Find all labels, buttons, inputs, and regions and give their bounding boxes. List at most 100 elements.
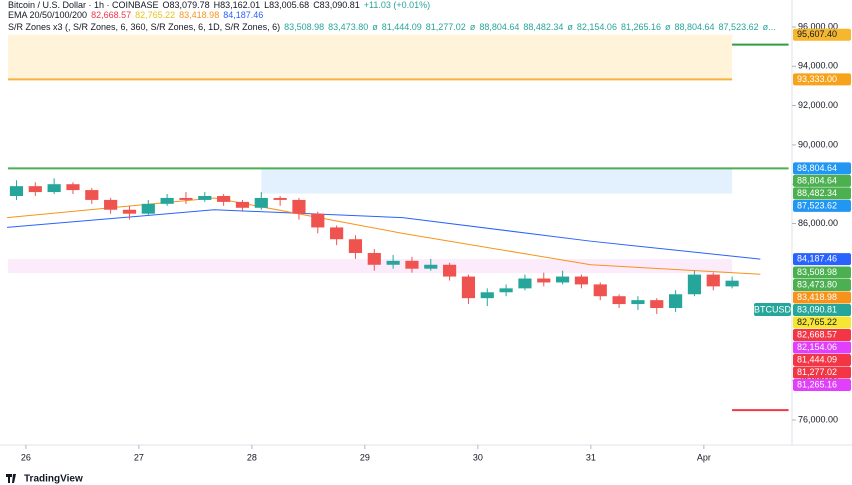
candle-body (217, 195, 231, 202)
price-tag (793, 253, 851, 266)
price-tag-label: 93,333.00 (797, 74, 837, 84)
candle-body (292, 199, 306, 214)
symbol: Bitcoin / U.S. Dollar · 1h · COINBASE (8, 0, 159, 10)
price-tag-label: 81,444.09 (797, 354, 837, 364)
price-tag (793, 366, 851, 379)
x-tick-label: Apr (697, 452, 711, 462)
candle-body (443, 264, 457, 277)
sr-value: 87,523.62 (718, 22, 759, 32)
y-tick-label: 76,000.00 (798, 414, 838, 424)
ema-value: 82,765.22 (135, 10, 176, 20)
candle-body (593, 284, 607, 297)
candle-body (405, 260, 419, 269)
candle-body (141, 203, 155, 214)
sr-value: 81,265.16 (620, 22, 661, 32)
candle-body (85, 190, 99, 200)
price-tag-label: 83,508.98 (797, 267, 837, 277)
price-tag (793, 316, 851, 329)
candle-body (556, 276, 570, 283)
candle-body (367, 252, 381, 265)
price-tag (793, 266, 851, 279)
x-tick-label: 27 (134, 452, 144, 462)
candle-body (66, 184, 80, 191)
candle-body (631, 300, 645, 305)
price-tag-label: 87,523.62 (797, 200, 837, 210)
sr-value: ø... (762, 22, 776, 32)
sr-value: 83,473.80 (328, 22, 369, 32)
ema-line (7, 209, 761, 260)
price-tag-label: 88,804.64 (797, 175, 837, 185)
indicator-label: S/R Zones x3 (, S/R Zones, 6, 360, S/R Z… (8, 22, 281, 32)
price-tag-label: 82,765.22 (797, 317, 837, 327)
y-tick-label: 86,000.00 (798, 218, 838, 228)
candle-body (725, 280, 739, 287)
x-tick-label: 31 (586, 452, 596, 462)
price-tag (793, 73, 851, 86)
ema-value: 83,418.98 (179, 10, 220, 20)
candle-body (499, 288, 513, 293)
candle-body (160, 197, 174, 204)
sr-value: ø (665, 22, 671, 32)
sr-value: ø (469, 22, 476, 32)
price-tag (793, 328, 851, 341)
price-tag (793, 199, 851, 212)
candle-body (311, 213, 325, 228)
y-tick-label: 90,000.00 (798, 139, 838, 149)
candle-body (122, 209, 137, 214)
sr-value: 88,482.34 (523, 22, 564, 32)
candle-body (424, 264, 438, 269)
candle-body (706, 274, 720, 287)
candle-body (235, 201, 250, 208)
sr-zone (8, 34, 733, 80)
price-tag-label: 84,187.46 (797, 253, 837, 263)
candle-body (254, 197, 268, 208)
y-tick-label: 96,000.00 (798, 21, 838, 31)
ohlc: O83,079.78 (162, 0, 210, 10)
ohlc: H83,162.01 (213, 0, 261, 10)
ema-value: 82,668.57 (91, 10, 132, 20)
candle-body (330, 227, 344, 240)
price-tag (793, 278, 851, 291)
price-tag-label: 82,154.06 (797, 342, 837, 352)
price-tag-label: 81,265.16 (797, 379, 837, 389)
candle-body (198, 195, 212, 200)
candle-body (273, 197, 287, 200)
sr-value: 81,444.09 (381, 22, 422, 32)
price-tag (793, 303, 851, 316)
ohlc: C83,090.81 (313, 0, 360, 10)
sr-zone (8, 259, 733, 274)
ema-value: 84,187.46 (223, 10, 264, 20)
candle-body (179, 197, 193, 200)
price-tag-label: 82,668.57 (797, 329, 837, 339)
price-tag-label: 83,090.81 (797, 304, 837, 314)
symbol-tag (754, 302, 791, 316)
candle-body (348, 239, 363, 253)
price-tag (793, 174, 851, 187)
price-tag-label: 95,607.40 (797, 29, 837, 39)
indicator-label: EMA 20/50/100/200 (8, 10, 88, 20)
price-tag-label: 88,804.64 (797, 163, 837, 173)
candle-body (687, 274, 702, 295)
price-tag-label: 81,277.02 (797, 367, 837, 377)
header-line-3: S/R Zones x3 (, S/R Zones, 6, 360, S/R Z… (8, 22, 776, 32)
candle-body (9, 186, 24, 196)
header-line-1: Bitcoin / U.S. Dollar · 1h · COINBASE O8… (8, 0, 430, 10)
sr-value: ø (567, 22, 573, 32)
candle-body (650, 300, 664, 308)
brand: TradingView (24, 474, 83, 485)
sr-value: 88,804.64 (479, 22, 520, 32)
price-tag (793, 291, 851, 304)
candle-body (480, 292, 494, 299)
price-tag (793, 341, 851, 354)
sr-value: 88,804.64 (674, 22, 715, 32)
candle-body (537, 278, 551, 283)
x-tick-label: 29 (360, 452, 370, 462)
price-tag (793, 162, 851, 175)
candle-body (518, 278, 532, 289)
candle-body (612, 296, 626, 305)
price-tag-label: 83,418.98 (797, 292, 837, 302)
candle-body (574, 276, 589, 285)
price-tag (793, 353, 851, 366)
candle-body (386, 260, 400, 265)
